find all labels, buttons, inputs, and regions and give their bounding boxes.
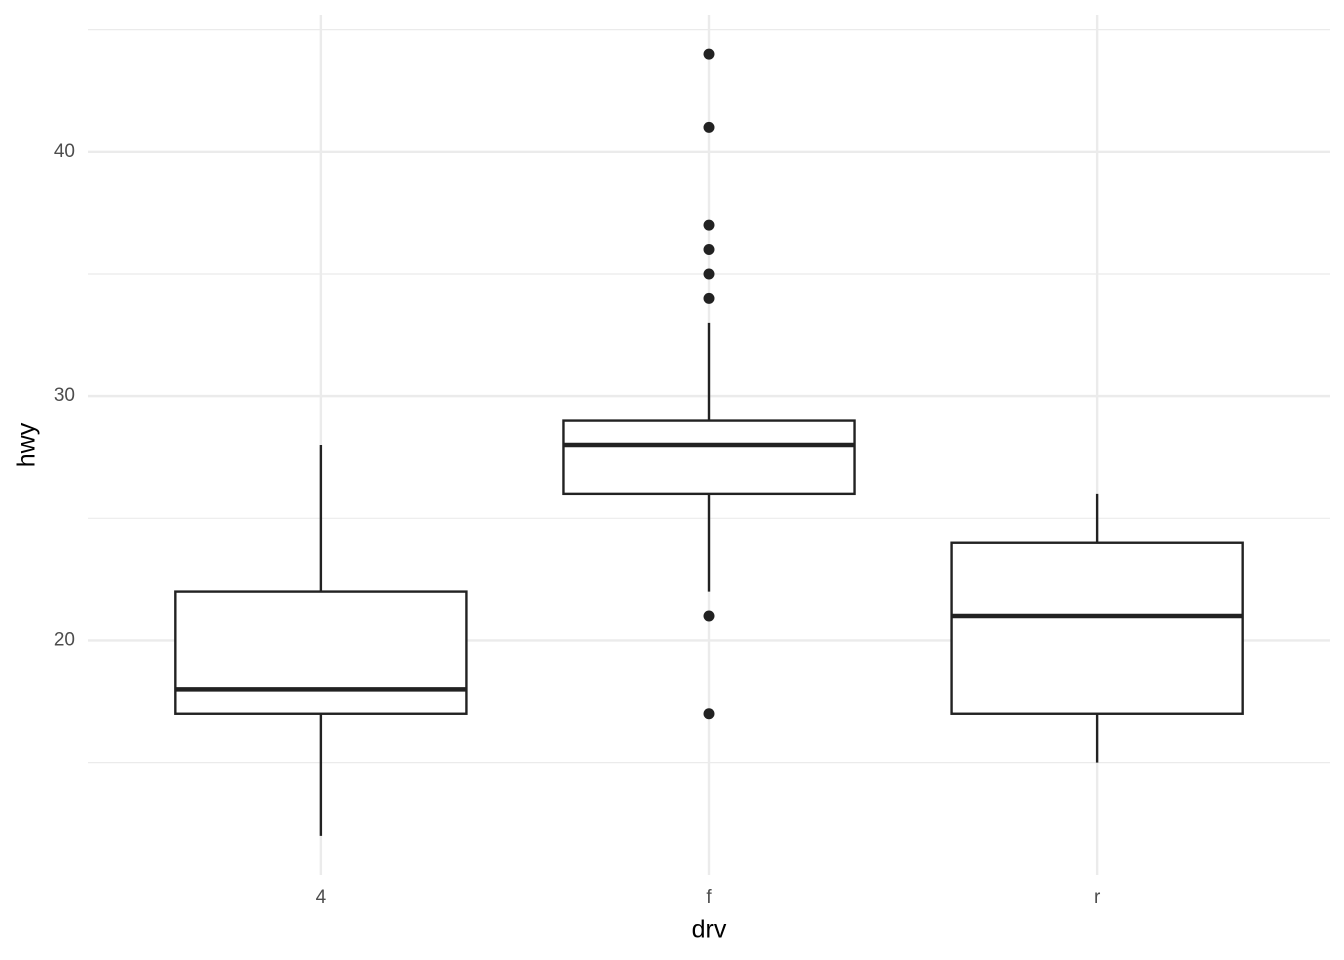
box bbox=[562, 419, 856, 496]
outlier bbox=[703, 268, 715, 280]
box bbox=[950, 541, 1244, 715]
y-tick-label: 20 bbox=[54, 629, 75, 650]
outlier bbox=[703, 244, 715, 256]
outlier bbox=[703, 292, 715, 304]
y-axis-title: hwy bbox=[13, 422, 41, 467]
box bbox=[174, 590, 468, 715]
outlier bbox=[703, 610, 715, 622]
outlier bbox=[703, 121, 715, 133]
x-tick-label: r bbox=[1094, 887, 1101, 908]
y-tick-label: 40 bbox=[54, 141, 75, 162]
y-tick-label: 30 bbox=[54, 385, 75, 406]
x-tick-label: 4 bbox=[316, 887, 327, 908]
outlier bbox=[703, 219, 715, 231]
outlier bbox=[703, 708, 715, 720]
x-axis-title: drv bbox=[692, 916, 727, 944]
x-tick-label: f bbox=[706, 887, 712, 908]
outlier bbox=[703, 48, 715, 60]
